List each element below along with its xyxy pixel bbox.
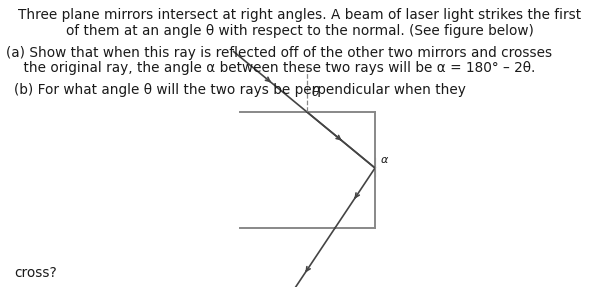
Text: (b) For what angle θ will the two rays be perpendicular when they: (b) For what angle θ will the two rays b…	[14, 83, 466, 97]
Text: Three plane mirrors intersect at right angles. A beam of laser light strikes the: Three plane mirrors intersect at right a…	[19, 8, 581, 22]
Text: the original ray, the angle α between these two rays will be α = 180° – 2θ.: the original ray, the angle α between th…	[6, 61, 535, 75]
Text: α: α	[381, 155, 388, 165]
Text: of them at an angle θ with respect to the normal. (See figure below): of them at an angle θ with respect to th…	[66, 24, 534, 38]
Text: (a) Show that when this ray is reflected off of the other two mirrors and crosse: (a) Show that when this ray is reflected…	[6, 46, 552, 60]
Text: cross?: cross?	[14, 266, 57, 280]
Text: θ: θ	[312, 86, 320, 98]
